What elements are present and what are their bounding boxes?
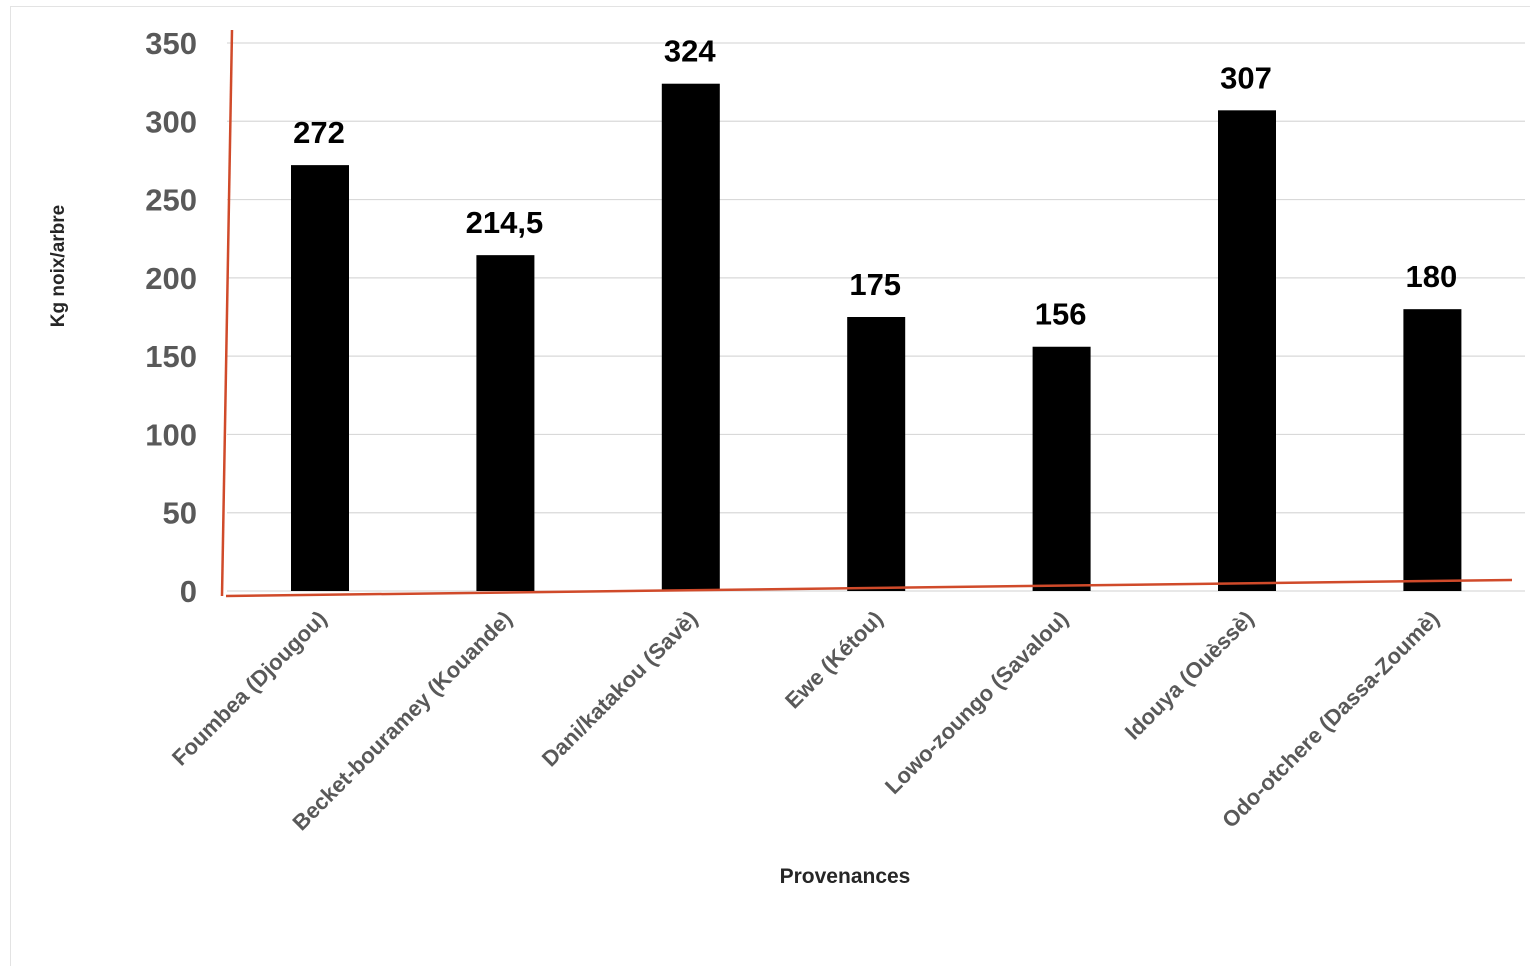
data-label-2: 214,5: [466, 205, 544, 240]
data-label-7: 180: [1406, 259, 1458, 294]
y-tick-label: 250: [145, 183, 197, 218]
y-tick-label: 350: [145, 26, 197, 61]
x-tick-label-1: Foumbea (Djougou): [167, 606, 332, 771]
x-tick-label-7: Odo-otchere (Dassa-Zoumè): [1217, 606, 1444, 833]
y-tick-label: 0: [180, 574, 197, 609]
data-label-4: 175: [849, 267, 901, 302]
bar-2: [476, 255, 535, 591]
data-label-5: 156: [1035, 297, 1087, 332]
x-tick-label-2: Becket-bouramey (Kouande): [287, 606, 516, 835]
y-tick-label: 200: [145, 261, 197, 296]
x-axis-line: [225, 578, 1513, 598]
bar-3: [661, 83, 720, 592]
y-tick-label: 300: [145, 104, 197, 139]
data-label-1: 272: [293, 115, 345, 150]
x-tick-label-5: Lowo-zoungo (Savalou): [880, 606, 1073, 799]
bar-5: [1032, 346, 1091, 591]
y-tick-label: 50: [163, 496, 197, 531]
axes: [220, 29, 1513, 598]
bars: [291, 83, 1462, 592]
bar-1: [291, 165, 349, 591]
data-labels: 272 214,5 324 175 156 307 180: [293, 34, 1457, 332]
x-tick-label-3: Dani/katakou (Savè): [537, 606, 703, 772]
chart-frame: [10, 6, 1530, 966]
bar-7: [1403, 309, 1462, 591]
y-axis-title: Kg noix/arbre: [48, 205, 69, 327]
x-tick-label-6: Idouya (Ouèssè): [1120, 606, 1259, 745]
y-axis-line: [220, 29, 234, 597]
y-tick-labels: 0 50 100 150 200 250 300 350: [145, 26, 197, 609]
y-tick-label: 150: [145, 339, 197, 374]
x-tick-label-4: Ewe (Kétou): [780, 606, 888, 714]
data-label-6: 307: [1220, 60, 1272, 95]
x-tick-labels: Foumbea (Djougou)Becket-bouramey (Kouand…: [167, 606, 1444, 835]
bar-4: [847, 317, 906, 591]
y-tick-label: 100: [145, 417, 197, 452]
x-axis-title: Provenances: [780, 865, 911, 888]
data-label-3: 324: [664, 34, 716, 69]
bar-6: [1218, 110, 1276, 591]
